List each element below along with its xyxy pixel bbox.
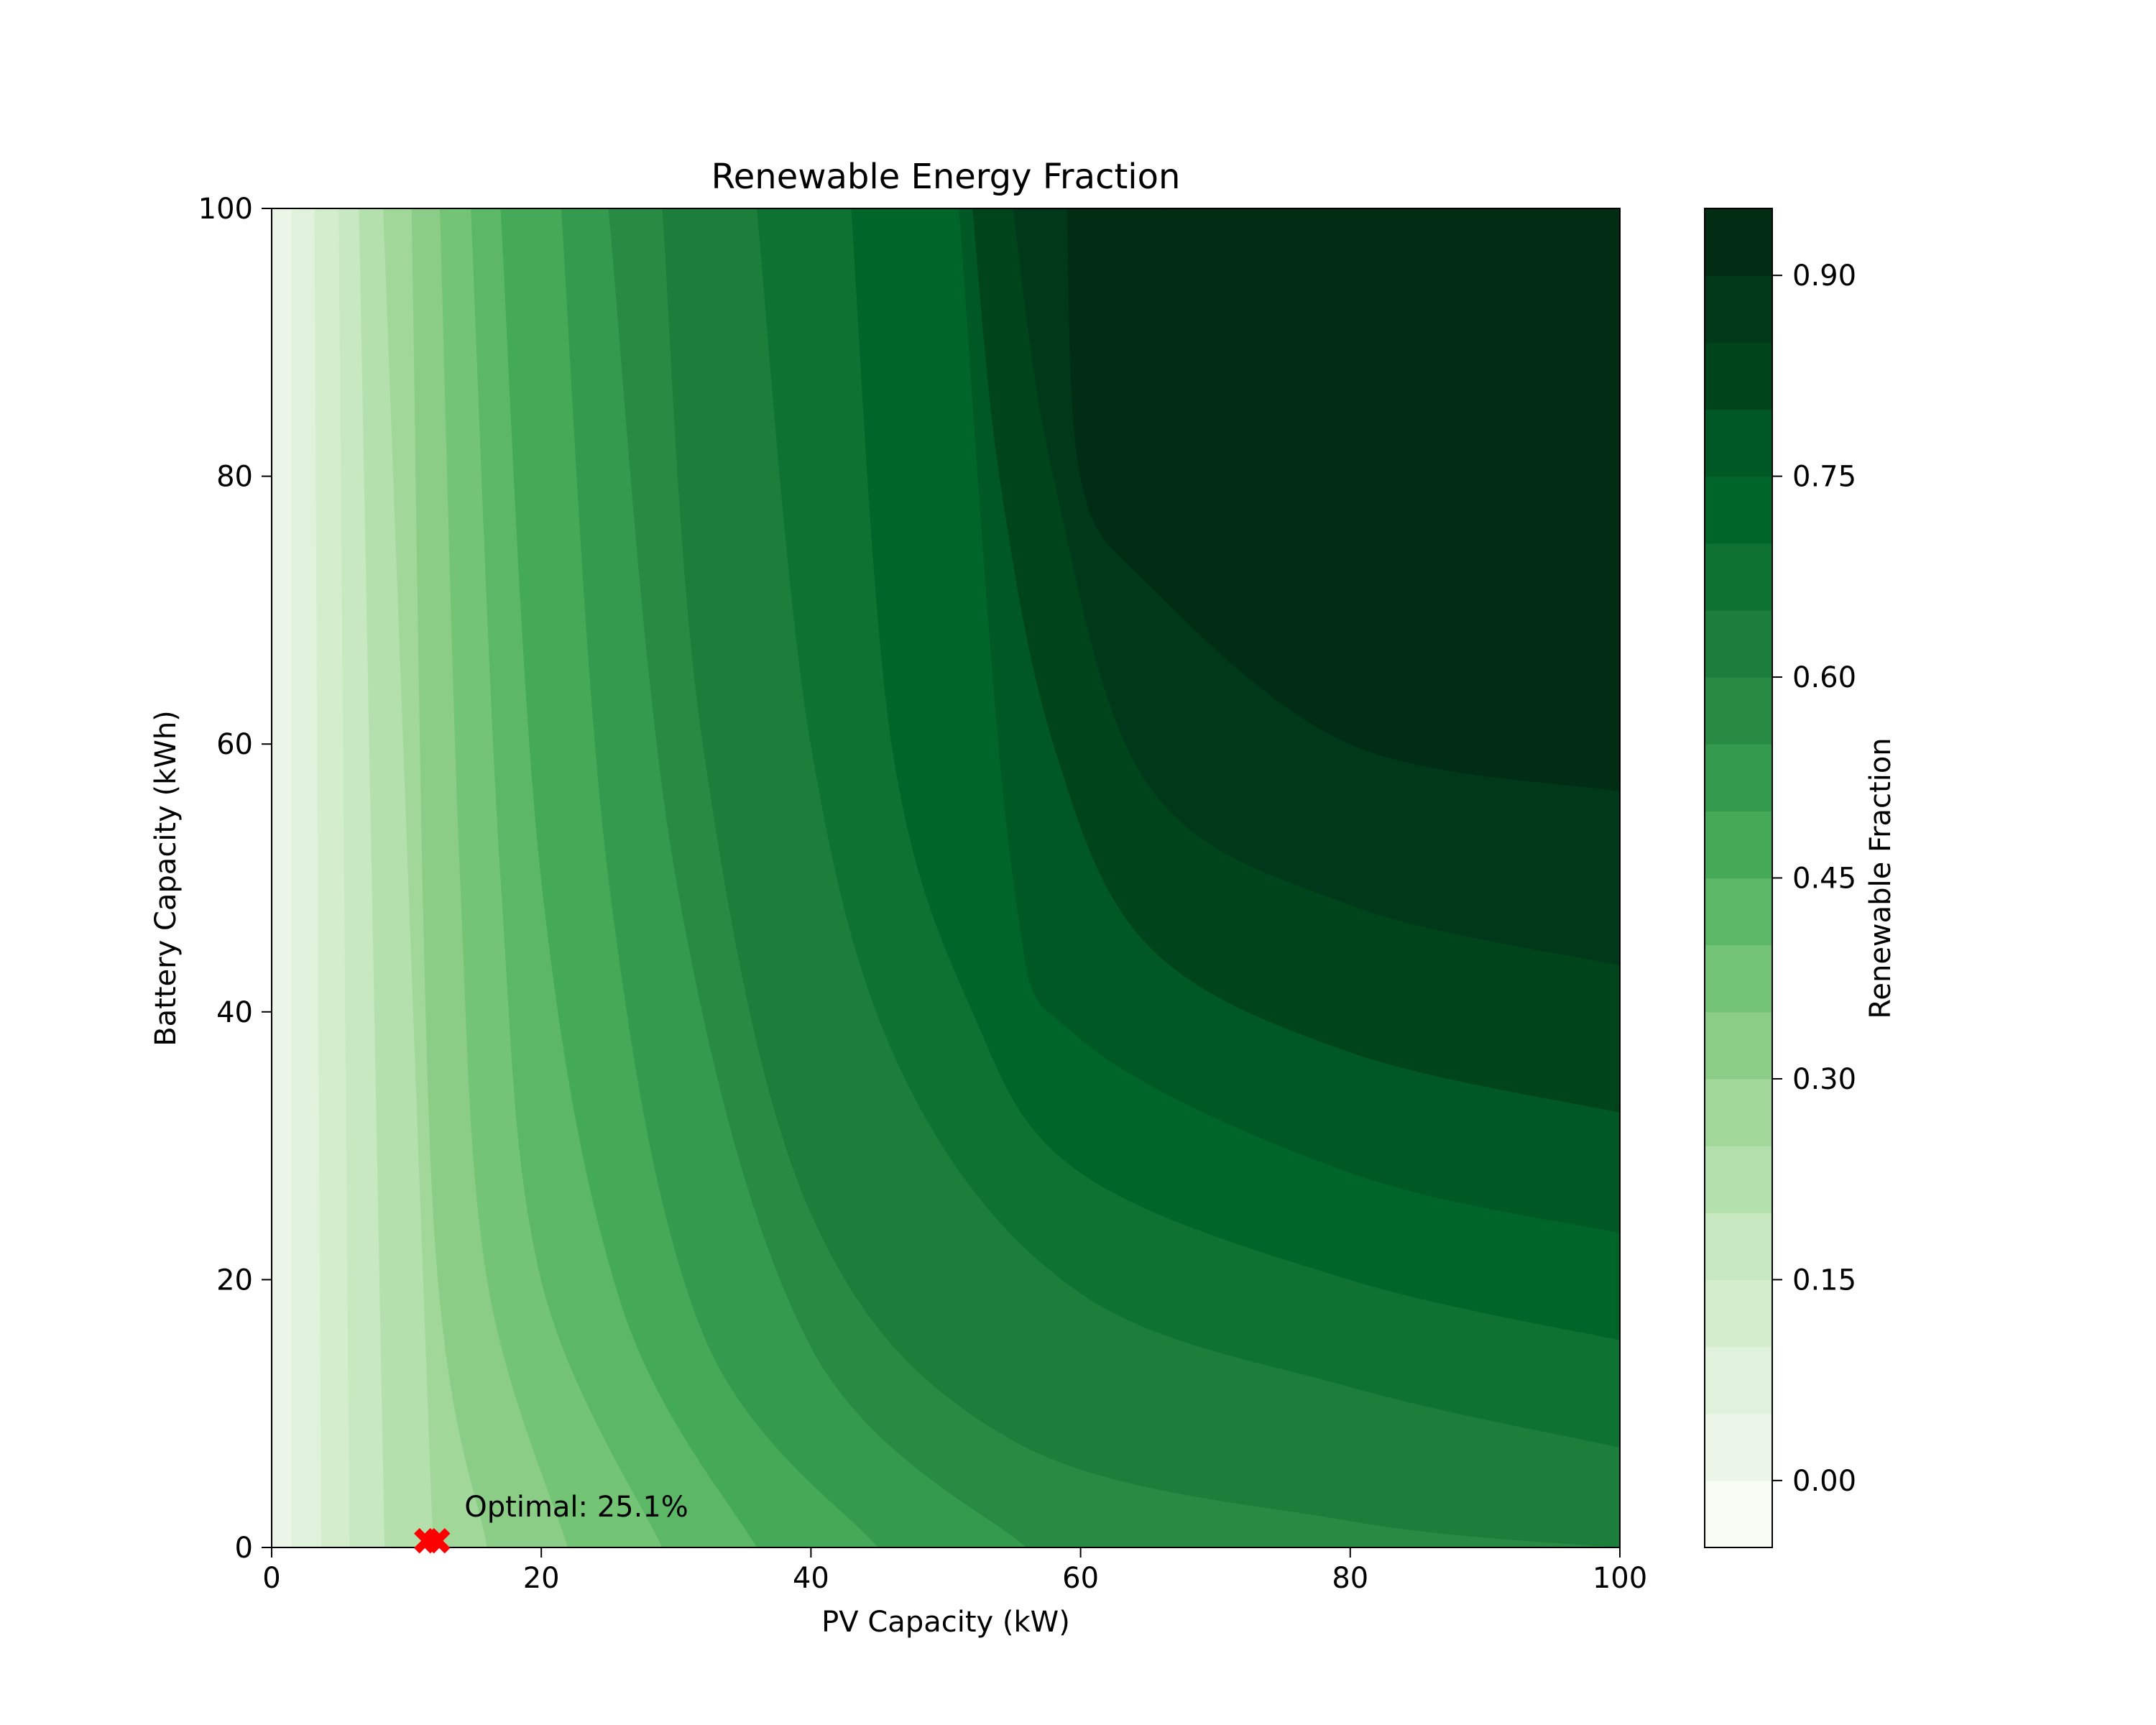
x-tick-label: 0: [262, 1562, 280, 1595]
colorbar-label: Renewable Fraction: [1864, 737, 1897, 1018]
y-tick-label: 0: [235, 1532, 253, 1565]
plot-frame: [271, 208, 1621, 1548]
colorbar-segment: [1705, 1346, 1772, 1414]
colorbar-segment: [1705, 1146, 1772, 1213]
contour-band-0.95: [1161, 208, 1620, 1547]
optimal-annotation: Optimal: 25.1%: [464, 1491, 688, 1524]
colorbar-segment: [1705, 275, 1772, 343]
colorbar-tick-label: 0.75: [1792, 461, 1856, 494]
colorbar-tick-label: 0.30: [1792, 1063, 1856, 1096]
colorbar-segment: [1705, 610, 1772, 678]
x-tick-label: 60: [1062, 1562, 1099, 1595]
colorbar-segment: [1705, 409, 1772, 477]
colorbar-segment: [1705, 1413, 1772, 1481]
optimal-marker: [425, 1527, 451, 1554]
colorbar-segment: [1705, 811, 1772, 879]
colorbar-segment: [1705, 944, 1772, 1013]
y-axis-ticks: 0 20 40 60 80 100: [198, 193, 272, 1565]
colorbar-segment: [1705, 476, 1772, 544]
colorbar-segment: [1705, 1078, 1772, 1146]
optimal-point-markers: [414, 1527, 451, 1554]
colorbar-segment: [1705, 677, 1772, 745]
x-tick-label: 40: [793, 1562, 829, 1595]
y-tick-label: 60: [216, 728, 253, 761]
colorbar-segment: [1705, 208, 1772, 276]
colorbar-segment: [1705, 1011, 1772, 1080]
x-tick-label: 20: [523, 1562, 560, 1595]
colorbar-segment: [1705, 1279, 1772, 1348]
y-tick-label: 40: [216, 996, 253, 1029]
chart-title: Renewable Energy Fraction: [711, 157, 1181, 197]
annotations: Optimal: 25.1%: [464, 1491, 688, 1524]
colorbar-tick-label: 0.60: [1792, 661, 1856, 694]
y-axis-label: Battery Capacity (kWh): [149, 710, 183, 1046]
colorbar-tick-label: 0.15: [1792, 1264, 1856, 1297]
colorbar-segment: [1705, 744, 1772, 811]
colorbar-tick-label: 0.00: [1792, 1465, 1856, 1498]
colorbar-segment: [1705, 543, 1772, 611]
colorbar: [1705, 208, 1772, 1548]
colorbar-segment: [1705, 1213, 1772, 1280]
colorbar-segment: [1705, 1480, 1772, 1548]
x-axis-ticks: 0 20 40 60 80 100: [262, 1547, 1647, 1595]
x-axis-label: PV Capacity (kW): [821, 1606, 1070, 1639]
y-tick-label: 100: [198, 193, 253, 226]
y-tick-label: 20: [216, 1264, 253, 1297]
x-tick-label: 80: [1332, 1562, 1368, 1595]
contour-band-0.90: [1067, 208, 1620, 1547]
colorbar-ticks: 0.00 0.15 0.30 0.45 0.60 0.75 0.90: [1772, 259, 1856, 1498]
x-tick-label: 100: [1593, 1562, 1647, 1595]
colorbar-segment: [1705, 342, 1772, 410]
colorbar-tick-label: 0.90: [1792, 259, 1856, 293]
y-tick-label: 80: [216, 461, 253, 494]
colorbar-segment: [1705, 878, 1772, 946]
contour-fill-regions: [272, 208, 1620, 1547]
colorbar-tick-label: 0.45: [1792, 862, 1856, 896]
